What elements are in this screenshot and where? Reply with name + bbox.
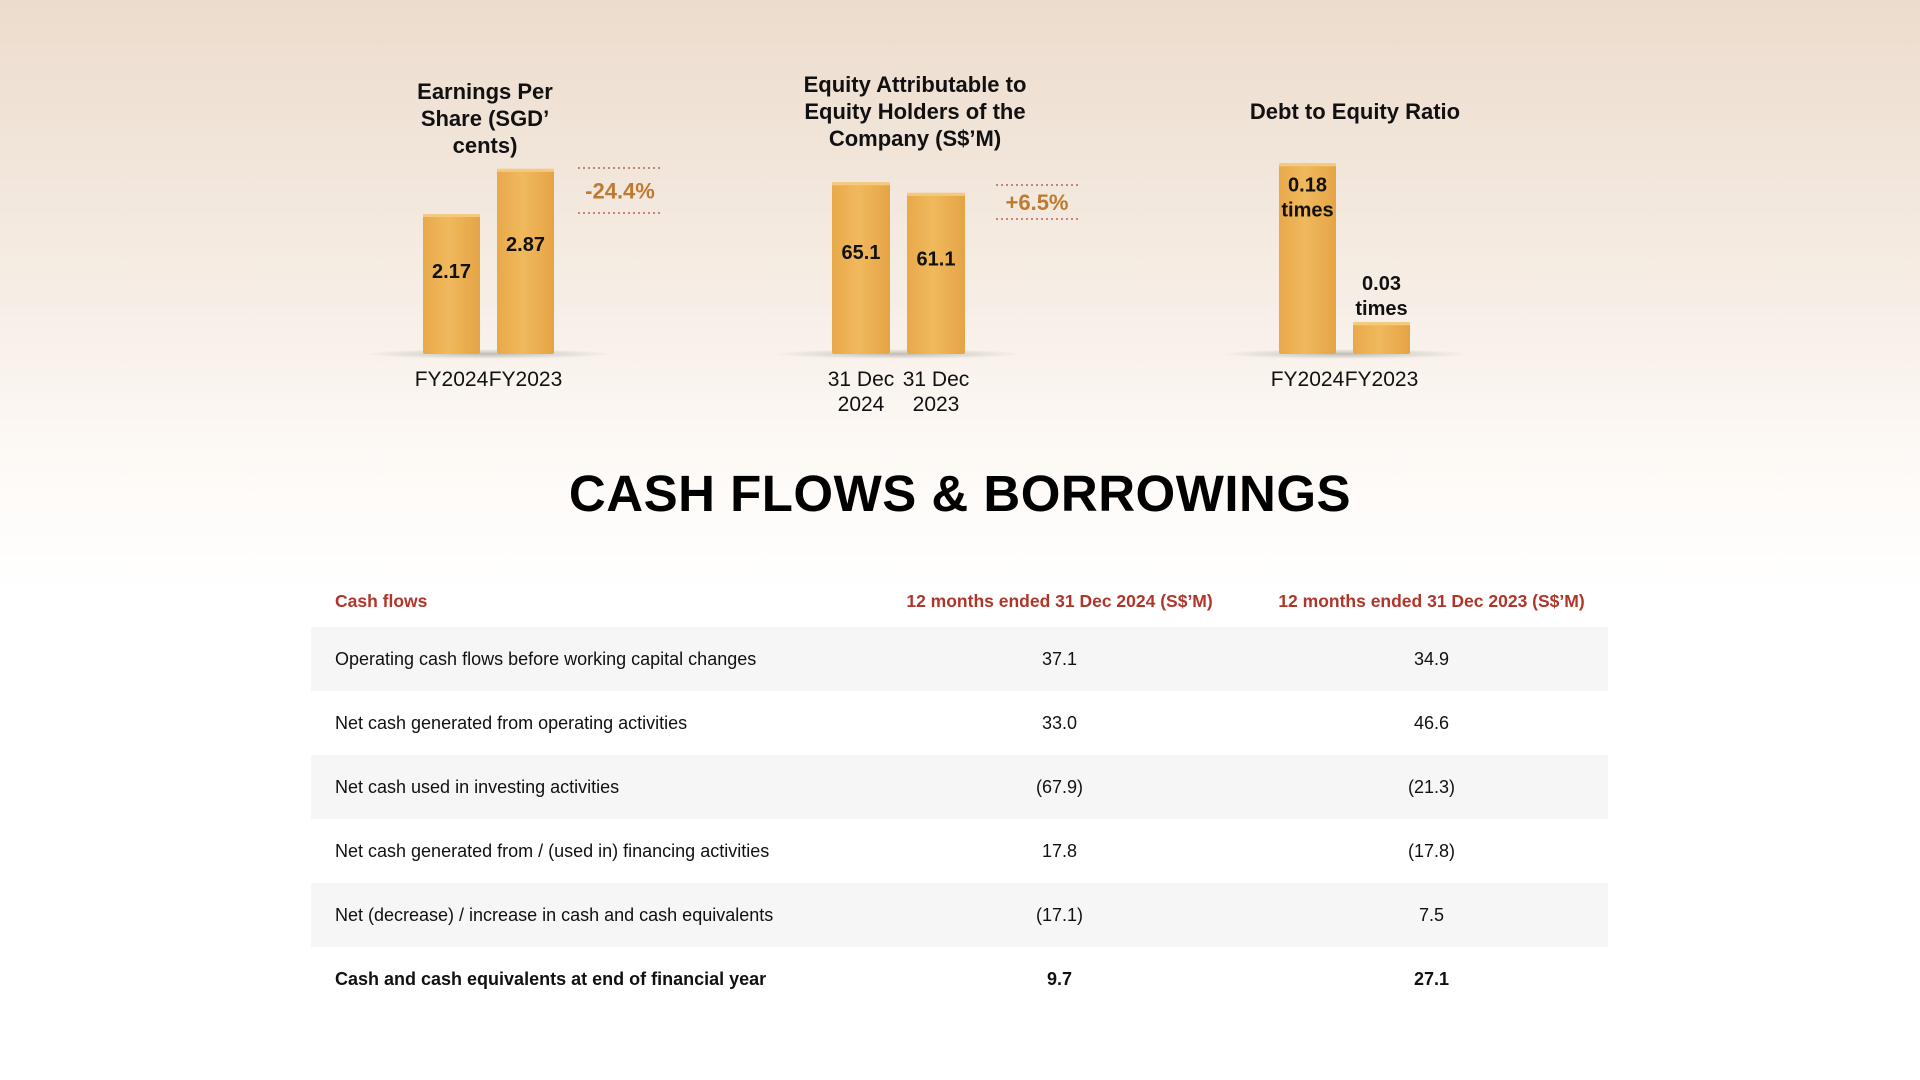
chart-title: Debt to Equity Ratio <box>1249 99 1461 124</box>
x-tick-label: FY2024 <box>415 368 489 391</box>
table-row: Operating cash flows before working capi… <box>311 627 1608 691</box>
x-tick-label: 31 Dec 2024 <box>828 368 895 416</box>
change-label: +6.5% <box>1006 190 1069 215</box>
bar <box>1353 322 1410 354</box>
section-title: CASH FLOWS & BORROWINGS <box>568 465 1352 522</box>
table-row: Net (decrease) / increase in cash and ca… <box>311 883 1608 947</box>
row-label: Net (decrease) / increase in cash and ca… <box>311 883 865 947</box>
data-label: 61.1 <box>917 248 956 270</box>
table-row: Net cash generated from operating activi… <box>311 691 1608 755</box>
chart-title: Equity Attributable to Equity Holders of… <box>803 72 1027 151</box>
row-label: Cash and cash equivalents at end of fina… <box>335 968 767 989</box>
cell-2023: 46.6 <box>1413 712 1450 733</box>
cash-flows-table: Cash flows 12 months ended 31 Dec 2024 (… <box>311 575 1608 1011</box>
cell-2023: 34.9 <box>1255 627 1608 691</box>
cell-2023: 27.1 <box>1413 968 1450 989</box>
equity-chart: Equity Attributable to Equity Holders of… <box>740 0 1080 420</box>
bar-top <box>497 168 554 172</box>
cell-2024: 33.0 <box>1042 712 1078 733</box>
row-label: Operating cash flows before working capi… <box>311 627 865 691</box>
bar-top <box>423 214 480 217</box>
eps-chart-plot: 2.17 FY2024 2.87 FY2023 -24.4% <box>363 167 662 391</box>
cell-2024: (67.9) <box>864 755 1255 819</box>
cell-2023: 7.5 <box>1255 883 1608 947</box>
x-tick-label: FY2024 <box>1271 368 1345 391</box>
cell-2024: 9.7 <box>1047 968 1073 989</box>
bar-top <box>1353 322 1410 326</box>
bar <box>832 182 890 354</box>
table-row: Net cash used in investing activities (6… <box>311 755 1608 819</box>
data-label: 2.87 <box>506 234 545 256</box>
data-label: 2.17 <box>432 261 471 283</box>
bar-top <box>832 182 890 186</box>
table-header-row: Cash flows 12 months ended 31 Dec 2024 (… <box>311 575 1608 627</box>
row-label: Net cash generated from operating activi… <box>335 712 688 733</box>
x-tick-label: 31 Dec 2023 <box>903 368 970 416</box>
bar <box>423 214 480 354</box>
eps-chart: Earnings Per Share (SGD’ cents) 2.17 FY20… <box>340 0 680 420</box>
data-label: 65.1 <box>842 242 881 264</box>
row-label: Net cash used in investing activities <box>311 755 865 819</box>
x-tick-label: FY2023 <box>1345 368 1419 391</box>
cell-2024: 37.1 <box>864 627 1255 691</box>
bar-shadow <box>1219 349 1470 359</box>
bar <box>1279 163 1336 354</box>
bar-shadow <box>363 349 614 359</box>
data-label: 0.03 times <box>1355 273 1407 320</box>
cell-2023: (17.8) <box>1407 840 1456 861</box>
cell-2023: (21.3) <box>1255 755 1608 819</box>
bar-top <box>1279 163 1336 167</box>
chart-title: Earnings Per Share (SGD’ cents) <box>417 79 553 158</box>
column-header: 12 months ended 31 Dec 2024 (S$’M) <box>906 590 1213 611</box>
column-header: 12 months ended 31 Dec 2023 (S$’M) <box>1278 590 1585 611</box>
cell-2024: (17.1) <box>864 883 1255 947</box>
debt-equity-chart-plot: 0.18 times FY2024 0.03 times FY2023 <box>1219 163 1470 391</box>
bar <box>497 168 554 354</box>
x-tick-label: FY2023 <box>489 368 563 391</box>
change-label: -24.4% <box>585 179 655 204</box>
bar <box>907 192 965 354</box>
row-label: Net cash generated from / (used in) fina… <box>335 840 770 861</box>
table-row-total: Cash and cash equivalents at end of fina… <box>311 947 1608 1011</box>
data-label: 0.18 times <box>1281 174 1333 221</box>
cell-2024: 17.8 <box>1042 840 1078 861</box>
column-header: Cash flows <box>335 590 428 611</box>
table-row: Net cash generated from / (used in) fina… <box>311 819 1608 883</box>
bar-top <box>907 192 965 196</box>
equity-chart-plot: 65.1 31 Dec 2024 61.1 31 Dec 2023 +6.5% <box>773 182 1078 416</box>
bar-shadow <box>773 349 1024 359</box>
debt-equity-chart: Debt to Equity Ratio 0.18 times FY2024 0.03… <box>1180 0 1520 420</box>
